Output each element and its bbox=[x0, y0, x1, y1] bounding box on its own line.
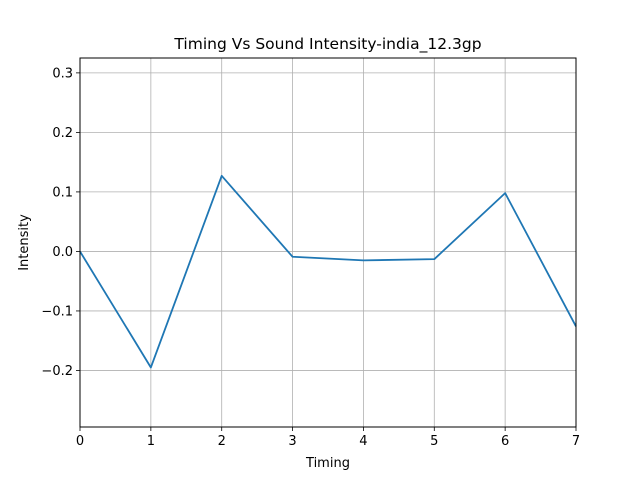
x-tick-label: 5 bbox=[430, 434, 438, 449]
x-tick-label: 3 bbox=[288, 434, 296, 449]
chart-title: Timing Vs Sound Intensity-india_12.3gp bbox=[173, 35, 481, 54]
y-tick-label: −0.1 bbox=[41, 304, 73, 319]
grid bbox=[79, 58, 577, 427]
y-axis: −0.2 −0.1 0.0 0.1 0.2 0.3 bbox=[41, 66, 80, 379]
y-tick-label: 0.3 bbox=[52, 66, 73, 81]
x-tick-label: 1 bbox=[147, 434, 155, 449]
y-tick-label: 0.0 bbox=[52, 245, 73, 260]
plot-frame bbox=[79, 57, 577, 428]
y-tick-label: −0.2 bbox=[41, 364, 73, 379]
x-axis: 0 1 2 3 4 5 6 7 bbox=[76, 427, 580, 449]
x-axis-label: Timing bbox=[305, 456, 350, 471]
y-tick-label: 0.2 bbox=[52, 126, 73, 141]
x-tick-label: 2 bbox=[218, 434, 226, 449]
y-tick-label: 0.1 bbox=[52, 185, 73, 200]
y-axis-label: Intensity bbox=[17, 214, 32, 271]
x-tick-label: 4 bbox=[359, 434, 367, 449]
x-tick-label: 6 bbox=[501, 434, 509, 449]
x-tick-label: 7 bbox=[572, 434, 580, 449]
x-tick-label: 0 bbox=[76, 434, 84, 449]
series-line bbox=[79, 174, 577, 369]
